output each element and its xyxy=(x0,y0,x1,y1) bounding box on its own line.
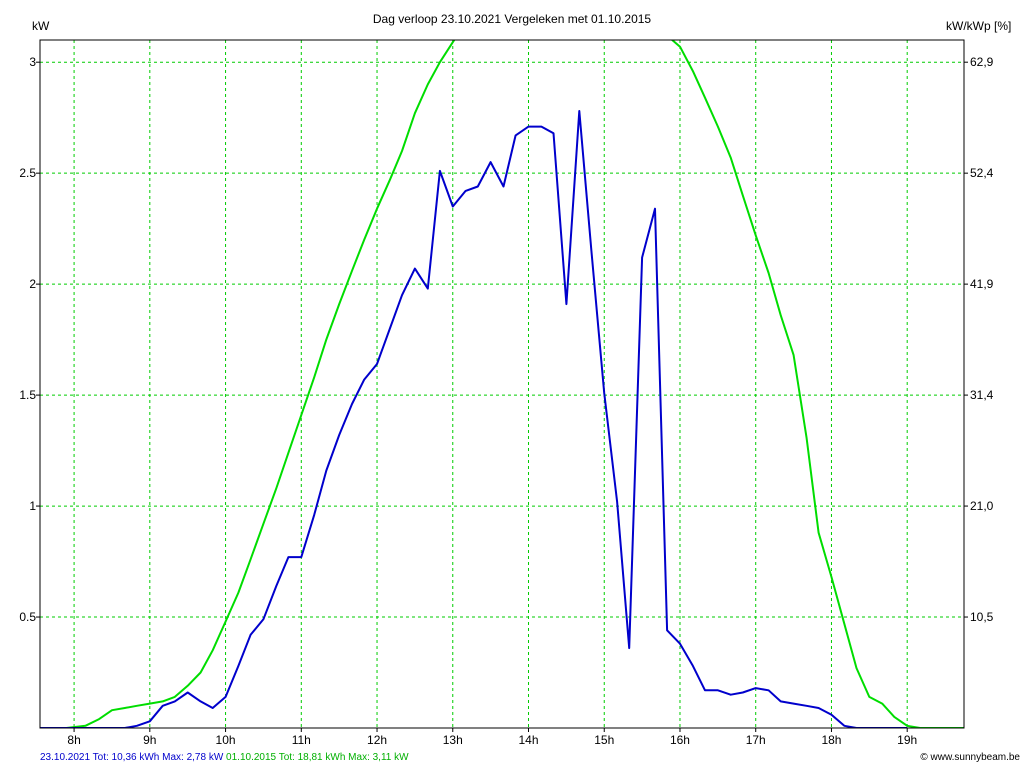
y-tick-label-left: 1 xyxy=(29,499,36,513)
x-tick-label: 9h xyxy=(143,733,156,747)
x-tick-label: 11h xyxy=(292,733,311,747)
plot-frame xyxy=(39,39,965,729)
axis-ticks: 8h 9h 10h 11h 12h 13h 14h 15h 16h 17h 18h 19h 0.5 10,… xyxy=(19,55,993,747)
chart-title: Dag verloop 23.10.2021 Vergeleken met 01… xyxy=(372,12,652,26)
y-tick-label-right: 21,0 xyxy=(970,499,994,513)
y-tick-label-left: 0.5 xyxy=(19,610,36,624)
x-tick-label: 18h xyxy=(821,733,841,747)
x-tick-label: 10h xyxy=(216,733,236,747)
x-tick-label: 16h xyxy=(670,733,690,747)
x-tick-label: 15h xyxy=(594,733,614,747)
grid xyxy=(40,40,964,728)
y-tick-label-left: 2.5 xyxy=(19,166,36,180)
y-tick-label-right: 10,5 xyxy=(970,610,994,624)
y-axis-label-right: kW/kWp [%] xyxy=(946,19,1012,33)
y-tick-label-left: 1.5 xyxy=(19,388,36,402)
x-tick-label: 19h xyxy=(897,733,917,747)
x-tick-label: 12h xyxy=(367,733,387,747)
y-tick-label-left: 3 xyxy=(29,55,36,69)
x-tick-label: 14h xyxy=(518,733,538,747)
footer-series-1: 23.10.2021 Tot: 10,36 kWh Max: 2,78 kW xyxy=(40,752,224,763)
x-tick-label: 8h xyxy=(67,733,80,747)
x-tick-label: 17h xyxy=(746,733,766,747)
series-line-2 xyxy=(40,40,964,728)
series-line-1 xyxy=(40,110,908,728)
y-tick-label-right: 41,9 xyxy=(970,277,994,291)
footer-summary: 23.10.2021 Tot: 10,36 kWh Max: 2,78 kW 0… xyxy=(40,752,409,763)
plot-lines xyxy=(40,40,964,728)
y-tick-label-left: 2 xyxy=(29,277,36,291)
y-tick-label-right: 62,9 xyxy=(970,55,994,69)
y-axis-label-left: kW xyxy=(32,19,50,33)
y-tick-label-right: 52,4 xyxy=(970,166,994,180)
footer-series-2: 01.10.2015 Tot: 18,81 kWh Max: 3,11 kW xyxy=(226,752,409,763)
x-tick-label: 13h xyxy=(443,733,463,747)
credit-link[interactable]: © www.sunnybeam.be xyxy=(920,752,1020,763)
y-tick-label-right: 31,4 xyxy=(970,388,994,402)
